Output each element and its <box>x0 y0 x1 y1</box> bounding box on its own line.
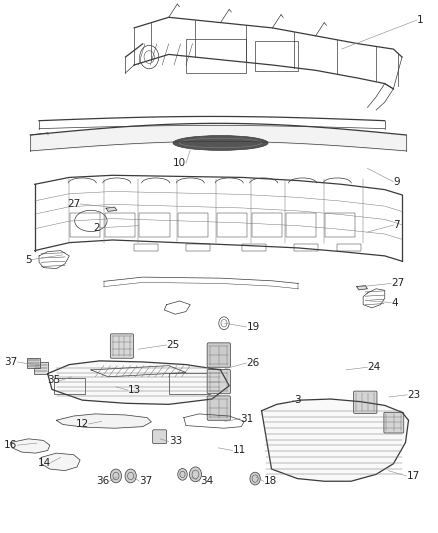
Circle shape <box>250 472 260 485</box>
Text: 17: 17 <box>406 471 420 481</box>
Text: 37: 37 <box>139 477 152 486</box>
Text: 24: 24 <box>367 362 381 372</box>
Polygon shape <box>11 439 50 453</box>
Text: 34: 34 <box>200 477 213 486</box>
Ellipse shape <box>173 135 268 150</box>
Text: 35: 35 <box>47 375 60 385</box>
Polygon shape <box>41 453 80 471</box>
Bar <box>70 214 100 237</box>
Polygon shape <box>106 207 117 212</box>
Polygon shape <box>48 361 229 405</box>
Bar <box>54 378 85 394</box>
Text: 27: 27 <box>391 278 404 288</box>
FancyBboxPatch shape <box>384 413 404 433</box>
Bar <box>134 244 158 251</box>
Text: 19: 19 <box>247 322 260 332</box>
Text: 36: 36 <box>96 477 110 486</box>
Polygon shape <box>261 399 409 481</box>
Text: 23: 23 <box>407 390 420 400</box>
FancyBboxPatch shape <box>153 430 166 443</box>
FancyBboxPatch shape <box>110 334 134 358</box>
Polygon shape <box>357 286 367 290</box>
Circle shape <box>189 467 201 482</box>
Bar <box>242 244 266 251</box>
Bar <box>217 214 247 237</box>
Bar <box>337 244 361 251</box>
Bar <box>34 362 48 374</box>
Text: 26: 26 <box>247 358 260 368</box>
Text: 37: 37 <box>4 357 18 367</box>
Text: 33: 33 <box>169 437 182 447</box>
Bar <box>169 373 210 394</box>
Text: 12: 12 <box>75 419 89 429</box>
Bar <box>139 214 170 237</box>
Text: 18: 18 <box>264 477 277 486</box>
Bar <box>294 244 318 251</box>
Text: 1: 1 <box>417 15 424 25</box>
Bar <box>178 214 208 237</box>
FancyBboxPatch shape <box>207 343 230 367</box>
Circle shape <box>125 469 136 483</box>
Text: 7: 7 <box>393 220 400 230</box>
Text: 11: 11 <box>233 446 246 456</box>
Circle shape <box>110 469 122 483</box>
Text: 4: 4 <box>391 297 398 308</box>
Circle shape <box>178 469 187 480</box>
Bar <box>325 214 355 237</box>
Text: 5: 5 <box>25 255 32 264</box>
Polygon shape <box>57 414 152 428</box>
FancyBboxPatch shape <box>207 369 230 394</box>
Text: 27: 27 <box>67 199 80 209</box>
Text: 3: 3 <box>294 395 300 405</box>
FancyBboxPatch shape <box>207 396 230 420</box>
Bar <box>252 214 282 237</box>
Text: 14: 14 <box>37 458 51 467</box>
Text: 13: 13 <box>127 385 141 395</box>
Text: 2: 2 <box>93 223 99 233</box>
Text: 25: 25 <box>166 340 180 350</box>
Text: 9: 9 <box>393 176 400 187</box>
Bar <box>105 214 135 237</box>
Text: 16: 16 <box>4 440 18 450</box>
Bar <box>186 38 247 73</box>
Bar <box>27 358 40 368</box>
FancyBboxPatch shape <box>353 391 377 414</box>
Text: 31: 31 <box>240 414 253 424</box>
Text: 10: 10 <box>173 158 186 168</box>
Bar <box>286 214 317 237</box>
Bar <box>255 41 298 71</box>
Bar <box>186 244 210 251</box>
